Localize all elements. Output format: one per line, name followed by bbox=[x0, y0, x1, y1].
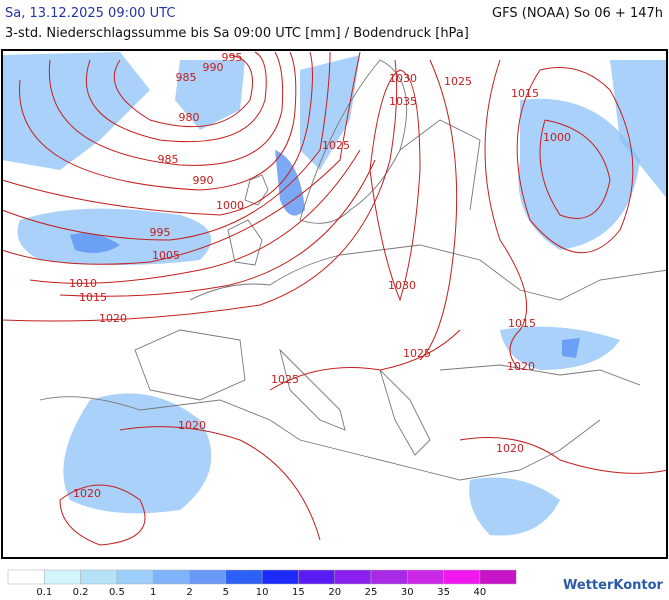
isobar-label: 1025 bbox=[444, 75, 472, 88]
precip-area bbox=[300, 55, 360, 170]
legend-label: 2 bbox=[186, 587, 192, 598]
legend-swatch bbox=[443, 569, 481, 585]
isobar-label: 990 bbox=[193, 174, 214, 187]
map-frame bbox=[1, 49, 668, 559]
isobar-label: 1020 bbox=[73, 487, 101, 500]
legend-swatch bbox=[44, 569, 81, 585]
isobar-label: 985 bbox=[158, 153, 179, 166]
legend-label: 0.1 bbox=[36, 587, 52, 598]
legend-swatch bbox=[7, 569, 45, 585]
legend-swatch bbox=[370, 569, 408, 585]
precipitation bbox=[2, 52, 668, 536]
legend-swatch bbox=[116, 569, 154, 585]
legend-swatch bbox=[225, 569, 263, 585]
isobar-label: 1020 bbox=[496, 442, 524, 455]
isobar-label: 1005 bbox=[152, 249, 180, 262]
isobar-label: 980 bbox=[179, 111, 200, 124]
precip-area bbox=[63, 393, 212, 514]
isobar-label: 1015 bbox=[508, 317, 536, 330]
legend-label: 0.5 bbox=[109, 587, 125, 598]
isobar-label: 1035 bbox=[389, 95, 417, 108]
legend-label: 35 bbox=[437, 587, 450, 598]
legend-label: 40 bbox=[474, 587, 487, 598]
legend-label: 10 bbox=[256, 587, 269, 598]
isobar-label: 985 bbox=[176, 71, 197, 84]
legend-swatch bbox=[298, 569, 335, 585]
precip-area bbox=[70, 232, 120, 254]
legend-swatch bbox=[261, 569, 299, 585]
logo: WetterKontor bbox=[563, 578, 664, 593]
legend-swatch bbox=[189, 569, 227, 585]
isobar-label: 1020 bbox=[178, 419, 206, 432]
legend-swatch bbox=[80, 569, 118, 585]
isobar-label: 1030 bbox=[388, 279, 416, 292]
isobar-label: 990 bbox=[203, 61, 224, 74]
subtitle: 3-std. Niederschlagssumme bis Sa 09:00 U… bbox=[5, 26, 469, 41]
precip-area bbox=[469, 477, 560, 536]
isobar-label: 1015 bbox=[511, 87, 539, 100]
isobar-label: 1010 bbox=[69, 277, 97, 290]
legend-label: 5 bbox=[223, 587, 229, 598]
isobar-label: 1030 bbox=[389, 72, 417, 85]
legend-label: 1 bbox=[150, 587, 156, 598]
legend-label: 30 bbox=[401, 587, 414, 598]
isobar-label: 1025 bbox=[322, 139, 350, 152]
precip-area bbox=[562, 338, 580, 358]
legend-label: 15 bbox=[292, 587, 305, 598]
model-run: GFS (NOAA) So 06 + 147h bbox=[492, 6, 663, 21]
isobar-label: 1000 bbox=[543, 131, 571, 144]
isobar-label: 1025 bbox=[271, 373, 299, 386]
isobar-labels: 9959909859809859901000995100510101015102… bbox=[69, 51, 571, 500]
legend: 0.1 0.2 0.5 1 2 5 10 15 20 25 30 35 40 bbox=[7, 569, 517, 598]
coastlines bbox=[39, 59, 669, 481]
precip-area bbox=[500, 326, 620, 370]
isobar-label: 995 bbox=[222, 51, 243, 64]
legend-label: 20 bbox=[328, 587, 341, 598]
precip-area bbox=[2, 52, 150, 170]
isobar-label: 995 bbox=[150, 226, 171, 239]
legend-swatch bbox=[334, 569, 372, 585]
legend-label: 0.2 bbox=[73, 587, 89, 598]
legend-swatch bbox=[407, 569, 444, 585]
precip-area bbox=[175, 60, 245, 130]
isobar-label: 1025 bbox=[403, 347, 431, 360]
isobars bbox=[1, 51, 669, 546]
precip-area bbox=[610, 60, 668, 200]
isobar-label: 1000 bbox=[216, 199, 244, 212]
legend-label: 25 bbox=[365, 587, 378, 598]
isobar-label: 1020 bbox=[507, 360, 535, 373]
isobar-label: 1020 bbox=[99, 312, 127, 325]
legend-swatch bbox=[479, 569, 517, 585]
precip-area bbox=[518, 98, 640, 250]
legend-swatch bbox=[152, 569, 190, 585]
datetime: Sa, 13.12.2025 09:00 UTC bbox=[5, 6, 176, 21]
isobar-label: 1015 bbox=[79, 291, 107, 304]
precip-area bbox=[275, 150, 305, 216]
